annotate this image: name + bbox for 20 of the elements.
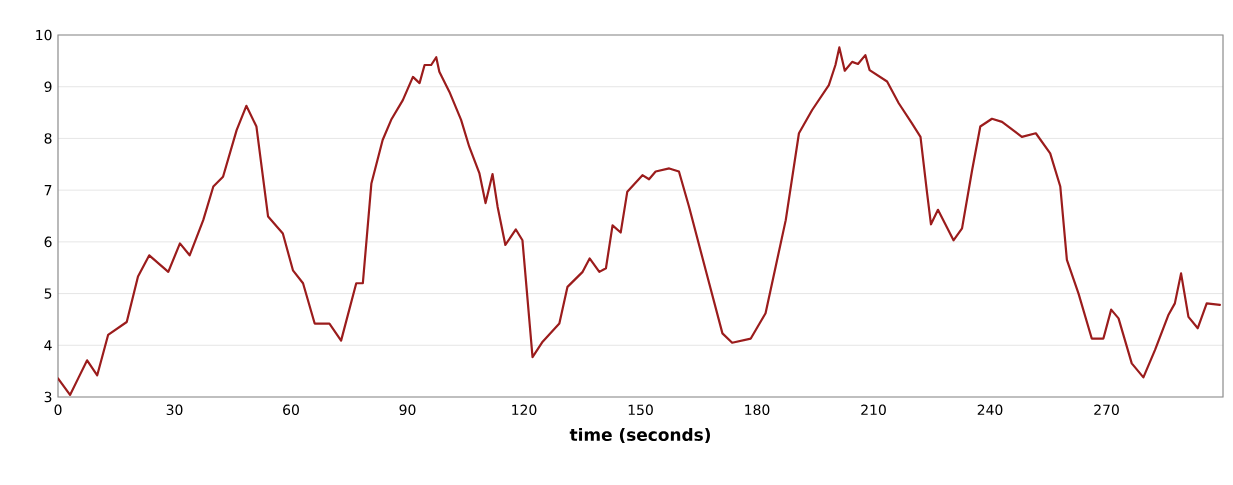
x-tick-label: 240 <box>977 404 1003 416</box>
x-tick-label: 0 <box>54 404 62 416</box>
x-tick-label: 270 <box>1094 404 1119 416</box>
x-tick-label: 210 <box>861 404 886 416</box>
x-axis-title: time (seconds) <box>569 427 710 444</box>
y-tick-label: 7 <box>44 185 52 196</box>
x-tick-label: 180 <box>745 404 770 416</box>
y-tick-label: 5 <box>44 288 52 299</box>
y-tick-label: 10 <box>36 29 52 41</box>
x-tick-label: 30 <box>166 404 183 416</box>
x-tick-label: 120 <box>512 404 537 416</box>
y-tick-label: 8 <box>44 133 52 144</box>
x-tick-label: 90 <box>399 404 416 416</box>
x-tick-label: 60 <box>283 404 299 416</box>
line-series <box>58 46 1221 397</box>
x-tick-label: 150 <box>628 404 653 416</box>
y-tick-label: 9 <box>44 81 52 92</box>
y-tick-label: 4 <box>44 340 52 351</box>
y-tick-label: 6 <box>44 236 52 248</box>
y-tick-label: 3 <box>44 391 52 403</box>
